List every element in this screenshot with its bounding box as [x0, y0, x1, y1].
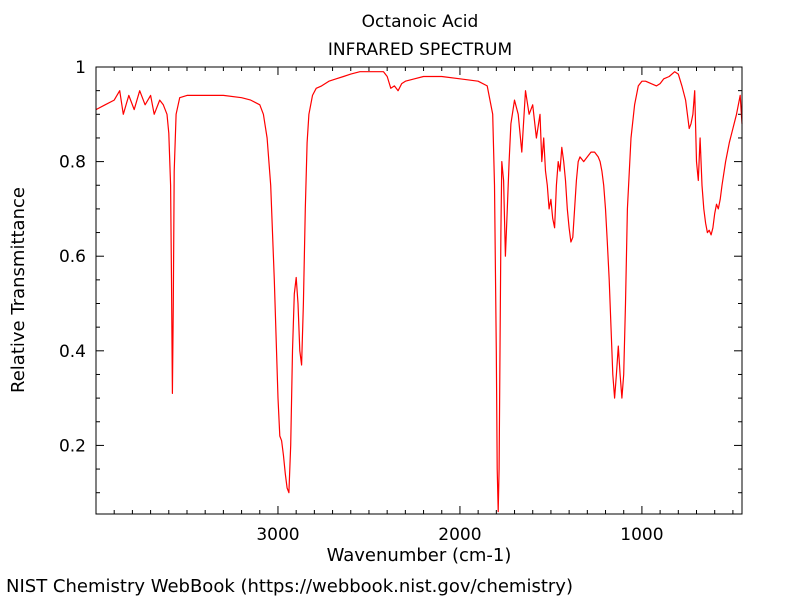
x-tick-label: 2000 [438, 525, 481, 545]
plot-area [95, 71, 743, 513]
source-credit: NIST Chemistry WebBook (https://webbook.… [6, 576, 573, 597]
y-axis-label: Relative Transmittance [8, 187, 29, 393]
y-tick-label: 0.4 [59, 342, 86, 362]
axis-ticks [96, 66, 742, 514]
x-tick-label: 1000 [620, 525, 663, 545]
chart-subtitle: INFRARED SPECTRUM [327, 40, 513, 60]
y-tick-label: 0.8 [59, 153, 86, 173]
y-tick-label: 0.6 [59, 247, 86, 267]
x-axis-label: Wavenumber (cm-1) [327, 545, 512, 566]
x-tick-label: 3000 [256, 525, 299, 545]
y-tick-label: 1 [75, 58, 86, 78]
chart-title: Octanoic Acid [361, 12, 479, 32]
y-tick-label: 0.2 [59, 436, 86, 456]
spectrum-line [95, 71, 743, 513]
tick-labels: 3000 2000 1000 0.2 0.4 0.6 0.8 1 [59, 58, 664, 545]
plot-frame [95, 66, 743, 515]
